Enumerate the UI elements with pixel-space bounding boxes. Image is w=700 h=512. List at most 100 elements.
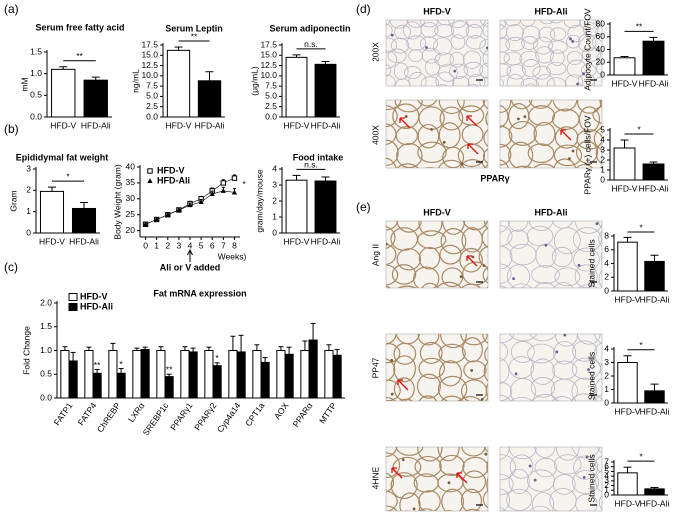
nucleus	[512, 277, 515, 280]
cell	[574, 264, 598, 288]
annotation: Ali or V added	[160, 262, 221, 272]
y-tick-label: 0.0	[40, 392, 52, 402]
cell	[532, 492, 555, 511]
y-axis-label: (μg/mL)	[249, 66, 259, 96]
cell	[396, 163, 419, 168]
legend-label: HFD-Ali	[80, 301, 113, 311]
significance-label: **	[94, 360, 101, 370]
cell	[532, 163, 556, 168]
cell	[534, 457, 558, 478]
chart-title: Serum Leptin	[165, 23, 223, 33]
x-tick-label: HFD-Ali	[640, 294, 670, 304]
cell	[554, 267, 581, 287]
cell	[386, 225, 396, 250]
x-tick-label: HFD-Ali	[640, 498, 670, 508]
cell	[535, 243, 557, 268]
bar	[236, 351, 246, 399]
x-tick-label: HFD-Ali	[311, 236, 341, 246]
cell	[566, 34, 581, 49]
cell	[459, 396, 482, 401]
y-tick-label: 0	[604, 489, 609, 499]
nucleus	[568, 157, 571, 161]
cell	[553, 227, 581, 255]
y-tick-label: 17.5	[260, 39, 277, 49]
cell	[506, 73, 524, 86]
x-tick-label: HFD-V	[612, 78, 638, 88]
significance-label: **	[166, 365, 173, 375]
cell	[529, 334, 557, 342]
nucleus	[401, 458, 405, 462]
cell	[533, 36, 553, 55]
cell	[395, 447, 424, 456]
point	[154, 216, 160, 222]
x-tick-label: HFD-V	[615, 406, 641, 416]
cell	[406, 20, 426, 28]
y-tick-label: 1.5	[30, 46, 42, 56]
cell	[414, 455, 442, 478]
row-label: 4HNE	[370, 466, 380, 489]
cell	[435, 71, 455, 86]
arrow	[397, 379, 409, 391]
cell	[441, 488, 464, 511]
cell	[412, 266, 440, 288]
cell	[443, 510, 454, 511]
y-tick-label: 0	[604, 397, 609, 407]
cell	[595, 470, 602, 493]
arrow-head	[456, 472, 462, 478]
bar	[92, 372, 102, 399]
x-tick-label: 6	[210, 240, 215, 250]
cell	[482, 266, 488, 284]
cell	[394, 100, 423, 113]
cell	[386, 20, 391, 26]
cell	[534, 447, 556, 458]
y-tick-label: 2.5	[265, 101, 277, 111]
cell	[386, 85, 387, 86]
cell	[509, 334, 538, 342]
y-tick-label: 3	[272, 179, 277, 189]
column-label: HFD-Ali	[535, 207, 568, 217]
y-tick-label: 60	[596, 31, 606, 41]
cell	[530, 377, 556, 398]
nucleus	[430, 128, 433, 131]
cell	[550, 378, 578, 401]
cell	[386, 490, 398, 511]
x-tick-label: MTTP	[317, 400, 339, 425]
cell	[510, 100, 533, 110]
cell	[508, 120, 537, 146]
cell	[467, 74, 486, 86]
cell	[393, 342, 417, 365]
cell	[566, 59, 587, 78]
arrow-head	[466, 255, 472, 261]
bar	[314, 180, 337, 234]
nucleus	[386, 242, 388, 246]
cell	[500, 37, 510, 53]
cell	[521, 25, 541, 44]
x-tick-label: AOX	[272, 400, 291, 421]
cell	[548, 20, 564, 24]
chart-title: Food intake	[293, 152, 344, 162]
cell	[565, 74, 584, 86]
cell	[527, 343, 556, 364]
cell	[433, 37, 453, 56]
cell	[532, 393, 559, 401]
cell	[594, 378, 602, 400]
cell	[500, 225, 513, 247]
y-tick-label: 1.5	[40, 321, 52, 331]
bar	[644, 260, 665, 292]
micrograph	[385, 99, 489, 169]
cell	[463, 50, 482, 69]
bar	[68, 360, 78, 399]
cell	[386, 221, 399, 231]
bar	[300, 350, 310, 399]
cell	[396, 248, 422, 271]
y-axis-label: Adipocyte Count/FOV	[582, 8, 592, 91]
cell	[595, 455, 602, 473]
cell	[575, 493, 598, 511]
cell	[509, 378, 537, 401]
cell	[452, 75, 470, 86]
significance-label: *	[637, 124, 641, 134]
point	[187, 202, 193, 208]
cell	[599, 362, 602, 376]
arrow	[466, 115, 478, 127]
cell	[510, 341, 535, 363]
